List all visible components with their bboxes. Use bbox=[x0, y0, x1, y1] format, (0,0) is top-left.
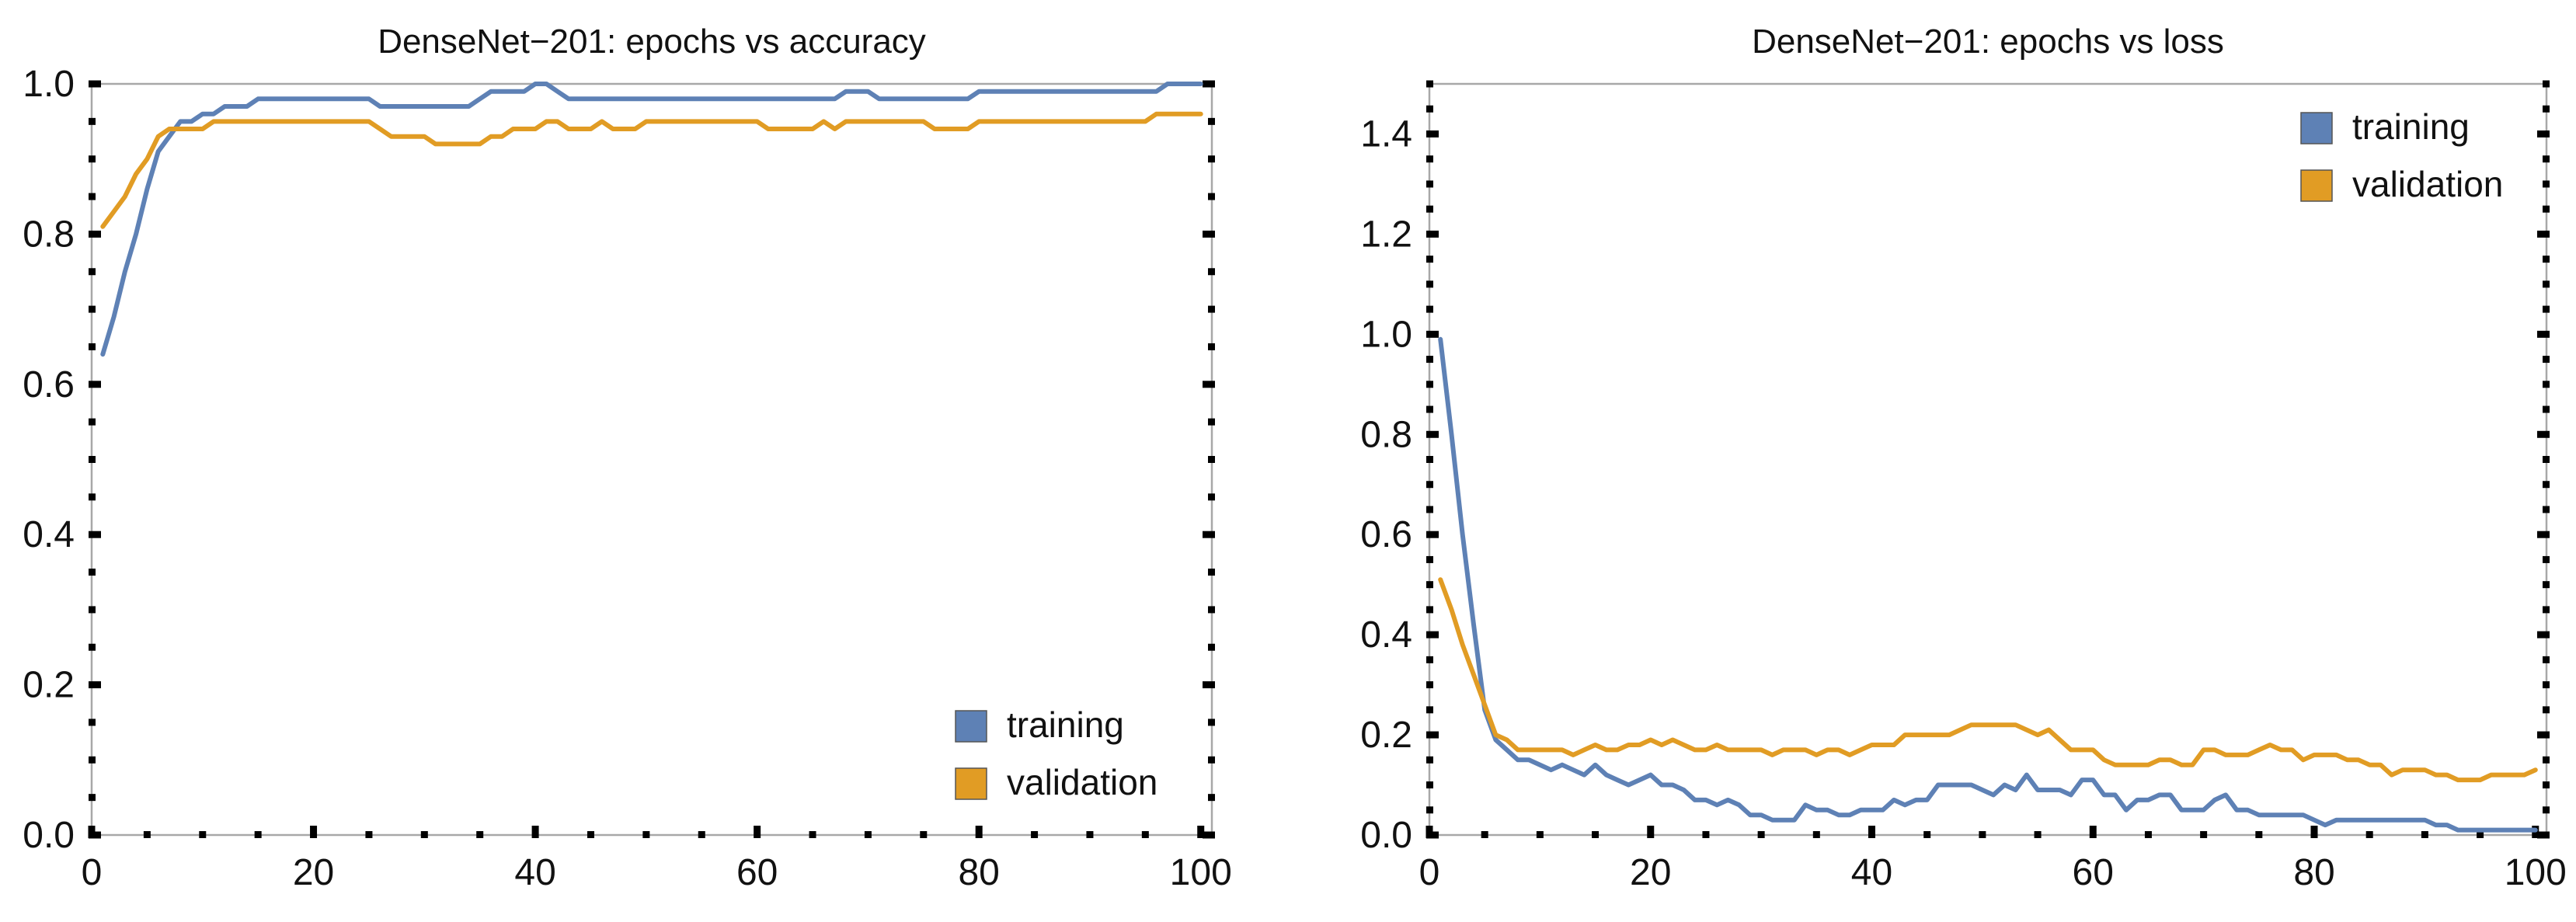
legend-swatch-training bbox=[2300, 112, 2333, 144]
y-tick-label: 1.4 bbox=[1360, 113, 1412, 155]
x-tick-label: 60 bbox=[2073, 852, 2114, 893]
series-line-validation bbox=[100, 111, 1203, 229]
y-tick-label: 1.2 bbox=[1360, 214, 1412, 255]
x-tick-label: 60 bbox=[736, 852, 778, 893]
legend-label-training: training bbox=[1007, 705, 1124, 745]
x-tick-label: 80 bbox=[2293, 852, 2334, 893]
y-tick-label: 0.4 bbox=[23, 514, 75, 555]
y-tick-label: 0.6 bbox=[23, 364, 75, 405]
y-tick-label: 0.2 bbox=[23, 665, 75, 706]
legend-swatch-validation bbox=[955, 767, 987, 800]
x-tick-label: 20 bbox=[1630, 852, 1671, 893]
y-tick-label: 0.8 bbox=[23, 214, 75, 255]
legend-swatch-training bbox=[955, 710, 987, 743]
chart-1: DenseNet−201: epochs vs loss 0.0 0.2 0.4 0.6… bbox=[1360, 23, 2567, 893]
x-tick-label: 20 bbox=[293, 852, 334, 893]
y-tick-label: 0.8 bbox=[1360, 414, 1412, 455]
y-tick-label: 0.6 bbox=[1360, 514, 1412, 555]
x-tick-label: 100 bbox=[2505, 852, 2567, 893]
legend-label-training: training bbox=[2352, 106, 2470, 147]
x-tick-label: 0 bbox=[1419, 852, 1440, 893]
x-tick-label: 40 bbox=[514, 852, 555, 893]
y-tick-label: 0.0 bbox=[23, 815, 75, 856]
chart-0: DenseNet−201: epochs vs accuracy 0.0 0.2 0.… bbox=[23, 23, 1232, 893]
legend-label-validation: validation bbox=[1007, 762, 1157, 802]
legend-label-validation: validation bbox=[2352, 164, 2503, 204]
series-line-training bbox=[1438, 336, 2538, 833]
y-tick-label: 0.0 bbox=[1360, 815, 1412, 856]
y-tick-label: 0.2 bbox=[1360, 715, 1412, 756]
chart-title: DenseNet−201: epochs vs loss bbox=[1752, 23, 2224, 61]
series-line-training bbox=[100, 82, 1203, 357]
x-tick-label: 40 bbox=[1851, 852, 1892, 893]
y-tick-label: 1.0 bbox=[1360, 314, 1412, 355]
x-tick-label: 0 bbox=[82, 852, 103, 893]
y-tick-label: 1.0 bbox=[23, 64, 75, 105]
y-tick-label: 0.4 bbox=[1360, 614, 1412, 656]
chart-title: DenseNet−201: epochs vs accuracy bbox=[378, 23, 926, 61]
x-tick-label: 80 bbox=[958, 852, 999, 893]
x-tick-label: 100 bbox=[1170, 852, 1232, 893]
legend-swatch-validation bbox=[2300, 169, 2333, 202]
series-line-validation bbox=[1438, 577, 2538, 783]
